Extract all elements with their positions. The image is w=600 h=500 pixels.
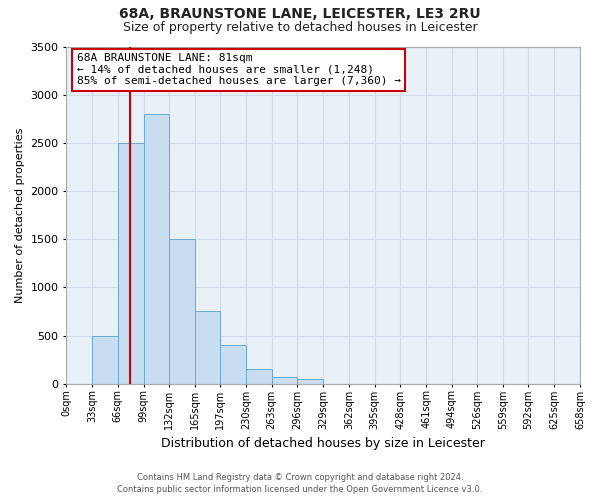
Bar (298, 379, 323, 384)
Bar (246, 370, 272, 384)
X-axis label: Distribution of detached houses by size in Leicester: Distribution of detached houses by size … (161, 437, 485, 450)
Bar (169, 239, 195, 384)
Text: Size of property relative to detached houses in Leicester: Size of property relative to detached ho… (122, 21, 478, 34)
Text: Contains HM Land Registry data © Crown copyright and database right 2024.
Contai: Contains HM Land Registry data © Crown c… (118, 472, 482, 494)
Bar (195, 312, 220, 384)
Bar (92, 336, 118, 384)
Bar (118, 143, 143, 384)
Y-axis label: Number of detached properties: Number of detached properties (15, 128, 25, 303)
Bar (272, 376, 298, 384)
Text: 68A BRAUNSTONE LANE: 81sqm
← 14% of detached houses are smaller (1,248)
85% of s: 68A BRAUNSTONE LANE: 81sqm ← 14% of deta… (77, 53, 401, 86)
Bar (143, 114, 169, 384)
Bar (220, 345, 246, 384)
Text: 68A, BRAUNSTONE LANE, LEICESTER, LE3 2RU: 68A, BRAUNSTONE LANE, LEICESTER, LE3 2RU (119, 8, 481, 22)
